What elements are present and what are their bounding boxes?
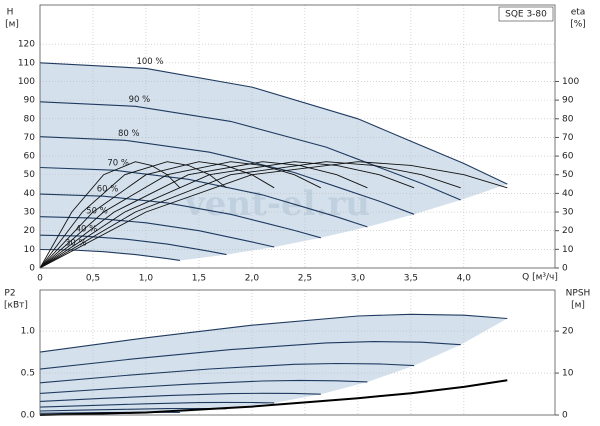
y-tick-label: 0.5 bbox=[21, 369, 35, 379]
curve bbox=[39, 101, 461, 201]
curve-label: 30 % bbox=[65, 239, 87, 249]
x-tick-label: 4,0 bbox=[457, 274, 472, 284]
y2-tick-label: 100 bbox=[562, 77, 579, 87]
y-tick-label: 120 bbox=[18, 40, 35, 50]
x-tick-label: 3,0 bbox=[351, 274, 366, 284]
curve-label: 70 % bbox=[107, 159, 129, 169]
curve bbox=[39, 401, 275, 408]
axis-titles: H [м] eta [%] Q [м³/ч] P2 [кВт] NPSH [м] bbox=[4, 8, 590, 311]
y2-tick-label: 50 bbox=[562, 170, 574, 180]
y-axis-unit: [кВт] bbox=[4, 301, 28, 311]
x-axis-title: Q [м³/ч] bbox=[522, 273, 558, 283]
x-tick-label: 1,0 bbox=[139, 274, 154, 284]
y2-tick-label: 30 bbox=[562, 208, 574, 218]
y-tick-label: 30 bbox=[24, 208, 36, 218]
y-tick-label: 110 bbox=[18, 58, 35, 68]
curve bbox=[39, 136, 415, 215]
y-axis-title: P2 bbox=[4, 289, 15, 299]
y-tick-label: 10 bbox=[24, 245, 36, 255]
y2-axis-unit: [%] bbox=[570, 20, 586, 30]
y2-axis-title: eta bbox=[571, 8, 586, 18]
y2-tick-label: 10 bbox=[562, 245, 574, 255]
curve bbox=[39, 216, 275, 248]
y2-tick-label: 0 bbox=[562, 264, 568, 274]
y2-tick-label: 90 bbox=[562, 96, 574, 106]
x-tick-label: 2,0 bbox=[245, 274, 260, 284]
y-tick-label: 50 bbox=[24, 170, 36, 180]
y-tick-label: 70 bbox=[24, 133, 36, 143]
y2-axis-title: NPSH bbox=[566, 289, 591, 299]
curve-label: 40 % bbox=[76, 225, 98, 235]
curve bbox=[39, 362, 415, 384]
x-tick-label: 3,5 bbox=[404, 274, 418, 284]
y2-tick-label: 20 bbox=[562, 226, 574, 236]
plot-frame bbox=[39, 4, 556, 269]
x-tick-label: 2,5 bbox=[298, 274, 312, 284]
secondary-curve bbox=[39, 161, 461, 269]
secondary-curve bbox=[39, 161, 275, 269]
y2-tick-label: 80 bbox=[562, 114, 574, 124]
y2-tick-label: 20 bbox=[562, 327, 574, 337]
y2-tick-label: 40 bbox=[562, 189, 574, 199]
curve-label: 80 % bbox=[118, 129, 140, 139]
operating-area bbox=[40, 62, 508, 261]
curve-label: 50 % bbox=[86, 207, 108, 217]
secondary-curve bbox=[39, 161, 227, 269]
curve bbox=[39, 313, 508, 353]
y-axis-unit: [м] bbox=[5, 20, 19, 30]
curve bbox=[39, 341, 461, 370]
curve-label: 100 % bbox=[136, 57, 163, 67]
y2-tick-label: 70 bbox=[562, 133, 574, 143]
x-tick-label: 0,5 bbox=[86, 274, 100, 284]
y-tick-label: 1.0 bbox=[21, 327, 36, 337]
operating-area bbox=[40, 314, 508, 414]
secondary-curve bbox=[39, 161, 368, 269]
plot-frame bbox=[39, 289, 556, 416]
y2-tick-label: 10 bbox=[562, 369, 574, 379]
y-tick-label: 40 bbox=[24, 189, 36, 199]
secondary-curve bbox=[39, 161, 321, 269]
title-box bbox=[498, 6, 554, 22]
curve bbox=[39, 248, 180, 261]
secondary-curve bbox=[39, 161, 415, 269]
y-tick-label: 0.0 bbox=[21, 411, 36, 421]
y-axis-title: H bbox=[7, 8, 14, 18]
secondary-curve bbox=[39, 161, 508, 269]
x-tick-label: 1,5 bbox=[192, 274, 206, 284]
y2-axis-unit: [м] bbox=[571, 301, 585, 311]
curve bbox=[39, 392, 321, 402]
curve bbox=[39, 379, 368, 394]
curve bbox=[39, 193, 321, 239]
secondary-curve bbox=[39, 379, 508, 416]
y-tick-label: 80 bbox=[24, 114, 36, 124]
curve bbox=[39, 62, 508, 185]
y2-tick-label: 60 bbox=[562, 152, 574, 162]
y-tick-label: 0 bbox=[29, 264, 35, 274]
secondary-curve bbox=[39, 161, 181, 269]
y2-tick-label: 0 bbox=[562, 411, 568, 421]
chart-title: SQE 3-80 bbox=[505, 10, 547, 20]
x-tick-label: 0 bbox=[37, 274, 43, 284]
curve-label: 90 % bbox=[129, 95, 151, 105]
y-tick-label: 60 bbox=[24, 152, 36, 162]
y-tick-label: 20 bbox=[24, 226, 36, 236]
y-tick-label: 100 bbox=[18, 77, 35, 87]
y-tick-label: 90 bbox=[24, 96, 36, 106]
